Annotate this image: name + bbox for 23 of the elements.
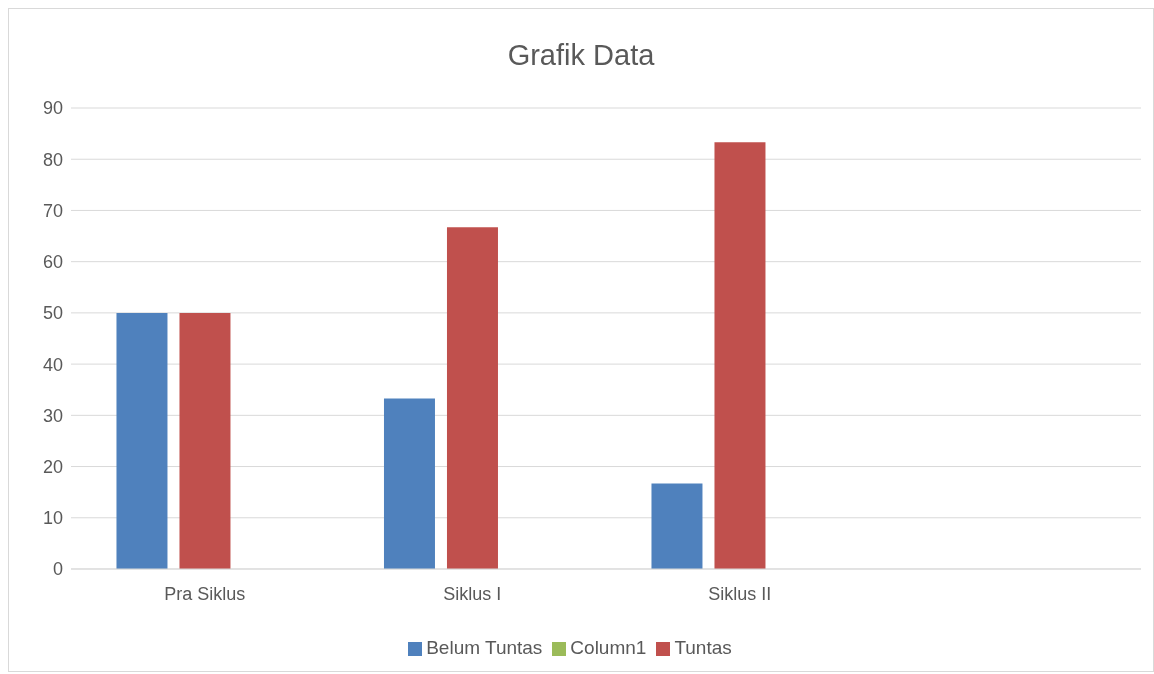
- bar: [116, 312, 168, 569]
- y-tick-label: 40: [42, 354, 63, 375]
- chart-title: Grafik Data: [506, 38, 656, 73]
- legend-label: Tuntas: [674, 637, 732, 658]
- y-tick-label: 70: [42, 200, 63, 221]
- y-tick-label: 10: [42, 508, 63, 529]
- y-tick-label: 20: [42, 456, 63, 477]
- legend-label: Column1: [570, 637, 647, 658]
- bar: [714, 142, 766, 569]
- bar: [383, 398, 435, 569]
- y-tick-label: 50: [42, 303, 63, 324]
- bar: [651, 483, 703, 569]
- y-tick-label: 30: [42, 405, 63, 426]
- x-tick-label: Siklus II: [708, 583, 772, 604]
- legend-label: Belum Tuntas: [426, 637, 543, 658]
- bar: [179, 312, 231, 569]
- y-tick-label: 90: [42, 98, 63, 119]
- y-tick-label: 0: [52, 559, 63, 580]
- y-tick-label: 80: [42, 149, 63, 170]
- x-tick-label: Siklus I: [443, 583, 502, 604]
- y-tick-label: 60: [42, 252, 63, 273]
- bar: [446, 227, 498, 569]
- x-tick-label: Pra Siklus: [164, 583, 246, 604]
